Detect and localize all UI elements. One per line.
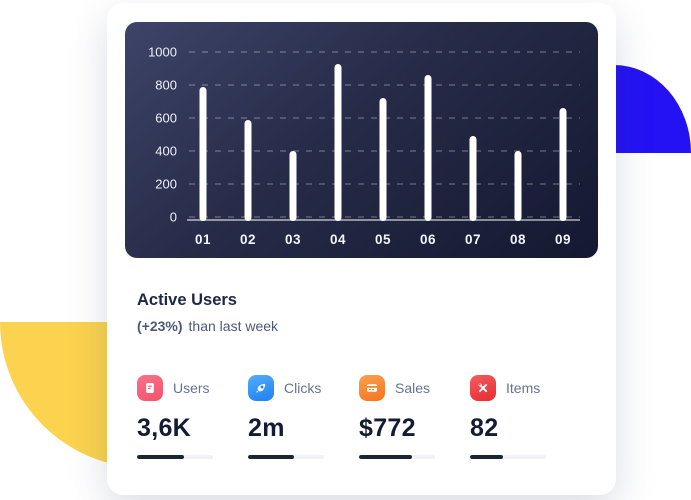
x-axis-label: 01 [194,232,212,247]
metric-progress-track [248,455,324,459]
metric-progress-track [470,455,546,459]
y-axis-tick-label: 600 [155,110,177,126]
y-axis-tick-label: 200 [155,176,177,192]
y-axis-tick-label: 400 [155,143,177,159]
summary-title: Active Users [137,291,237,309]
clicks-rocket-icon [248,375,274,401]
x-axis-label: 08 [509,232,527,247]
bar-02[interactable] [244,119,252,221]
x-axis-label: 09 [554,232,572,247]
stats-card: 1000 800 600 400 200 0 01 02 03 04 05 06 07 08 09 Act… [107,3,616,495]
y-axis-tick-label: 0 [169,209,177,225]
x-axis-label: 04 [329,232,347,247]
bar-07[interactable] [469,136,477,221]
bar-01[interactable] [199,86,207,221]
sales-credit-card-icon [359,375,385,401]
metric-progress-fill [359,455,413,459]
y-axis-tick-label: 800 [155,77,177,93]
metric-progress-track [137,455,213,459]
metric-value: $772 [359,414,416,442]
blue-quarter-circle-decoration [614,65,691,153]
bar-chart-panel: 1000 800 600 400 200 0 01 02 03 04 05 06 07 08 09 [125,22,598,258]
delta-caption: than last week [188,318,279,334]
metric-label: Users [173,380,210,396]
metric-value: 82 [470,414,499,442]
metric-header: Clicks [248,375,324,401]
metric-card-users: Users 3,6K [137,375,213,459]
metric-progress-fill [137,455,185,459]
metric-progress-track [359,455,435,459]
metric-card-items: Items 82 [470,375,546,459]
x-axis-label: 05 [374,232,392,247]
users-document-icon [137,375,163,401]
x-axis-label: 06 [419,232,437,247]
dashed-gridline [189,84,580,86]
bar-09[interactable] [559,108,567,221]
metric-card-sales: Sales $772 [359,375,435,459]
items-tools-icon [470,375,496,401]
metrics-row: Users 3,6K Clicks 2m Sales $772 Items [137,375,546,459]
metric-header: Items [470,375,546,401]
x-axis-label: 07 [464,232,482,247]
y-axis-tick-label: 1000 [148,44,177,60]
metric-value: 3,6K [137,414,192,442]
summary-block: Active Users (+23%) than last week [137,291,278,334]
metric-label: Items [506,380,541,396]
metric-header: Users [137,375,213,401]
x-axis-label: 03 [284,232,302,247]
summary-subtitle: (+23%) than last week [137,318,278,334]
bar-03[interactable] [289,151,297,221]
delta-percentage: (+23%) [137,318,183,334]
metric-label: Clicks [284,380,322,396]
metric-label: Sales [395,380,431,396]
metric-progress-fill [248,455,294,459]
bar-08[interactable] [514,151,522,221]
metric-card-clicks: Clicks 2m [248,375,324,459]
metric-value: 2m [248,414,285,442]
dashed-gridline [189,51,580,53]
metric-header: Sales [359,375,435,401]
bar-06[interactable] [424,75,432,221]
x-axis-label: 02 [239,232,257,247]
bar-05[interactable] [379,98,387,221]
bar-04[interactable] [334,63,342,221]
metric-progress-fill [470,455,504,459]
